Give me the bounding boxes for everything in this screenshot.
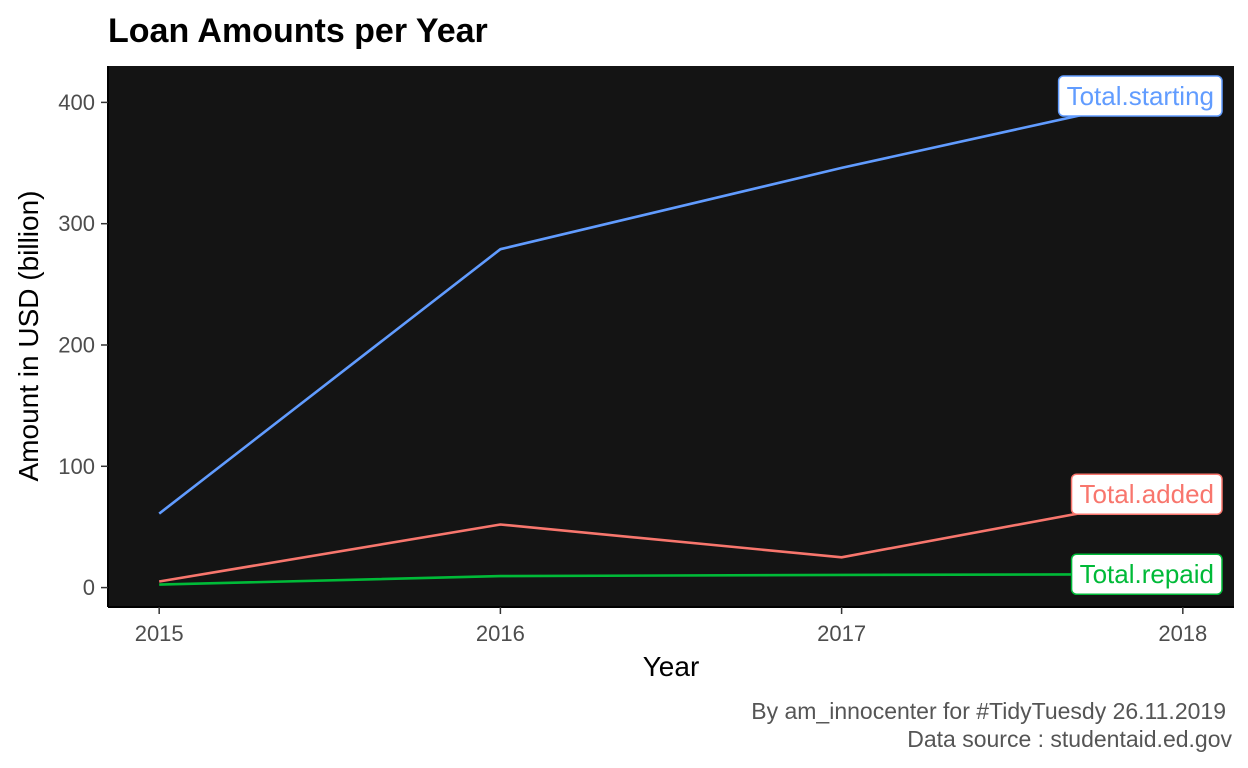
x-axis-ticks: 2015 2016 2017 2018 (135, 607, 1207, 646)
caption-source: Data source : studentaid.ed.gov (907, 726, 1232, 752)
x-tick-label: 2016 (476, 621, 525, 646)
series-line-total-starting (158, 91, 1184, 515)
chart-title: Loan Amounts per Year (108, 12, 488, 50)
series-labels: Total.starting Total.added Total.repaid (1057, 75, 1223, 595)
series-label-box (1057, 75, 1223, 117)
y-tick-label: 400 (58, 90, 95, 115)
series-label-text: Total.repaid (1080, 559, 1214, 589)
x-axis-title: Year (643, 651, 700, 682)
y-axis-ticks: 0 100 200 300 400 (58, 90, 108, 600)
y-tick-label: 0 (83, 575, 95, 600)
x-tick-label: 2015 (135, 621, 184, 646)
series-line-total-added (158, 492, 1184, 583)
caption-credit: By am_innocenter for #TidyTuesdy 26.11.2… (751, 698, 1226, 724)
x-tick-label: 2017 (817, 621, 866, 646)
y-axis-title: Amount in USD (billion) (13, 191, 44, 482)
series-layer (158, 91, 1184, 586)
series-line-total-repaid (159, 572, 1183, 586)
series-label-box (1070, 473, 1223, 515)
series-label-total-added: Total.added (1070, 473, 1223, 515)
y-tick-label: 200 (58, 332, 95, 357)
x-tick-label: 2018 (1158, 621, 1207, 646)
y-tick-label: 300 (58, 211, 95, 236)
series-label-text: Total.added (1080, 479, 1214, 509)
series-label-text: Total.starting (1067, 81, 1214, 111)
plot-panel (108, 66, 1234, 607)
series-label-box (1070, 553, 1223, 595)
series-label-total-repaid: Total.repaid (1070, 553, 1223, 595)
series-label-total-starting: Total.starting (1057, 75, 1223, 117)
y-tick-label: 100 (58, 454, 95, 479)
